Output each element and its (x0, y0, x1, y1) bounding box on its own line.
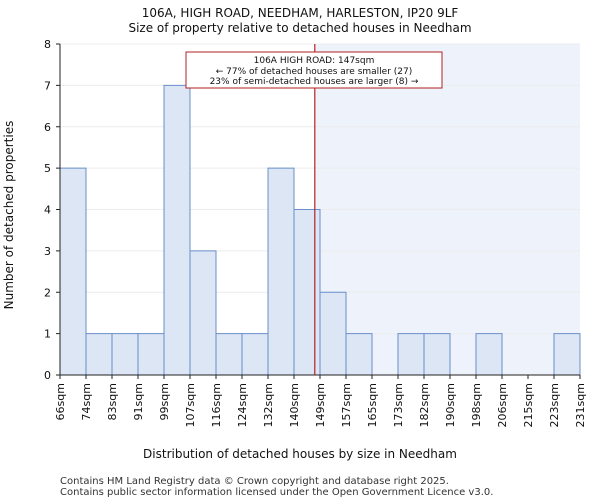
chart-subtitle: Size of property relative to detached ho… (128, 21, 471, 35)
x-tick-label: 206sqm (496, 383, 509, 427)
bar (189, 250, 217, 376)
annotation-box (185, 51, 443, 89)
bar (137, 333, 165, 376)
x-tick-label: 132sqm (262, 383, 275, 427)
y-tick-label: 5 (44, 162, 51, 175)
y-tick-label: 4 (44, 204, 51, 217)
x-tick-label: 107sqm (184, 383, 197, 427)
x-tick-label: 215sqm (522, 383, 535, 427)
x-axis-label: Distribution of detached houses by size … (143, 447, 457, 461)
bar (111, 333, 139, 376)
y-tick-label: 3 (44, 245, 51, 258)
x-tick-label: 198sqm (470, 383, 483, 427)
x-tick-label: 74sqm (80, 383, 93, 420)
y-tick-label: 2 (44, 286, 51, 299)
x-tick-label: 124sqm (236, 383, 249, 427)
bar (241, 333, 269, 376)
x-tick-label: 190sqm (444, 383, 457, 427)
x-tick-label: 83sqm (106, 383, 119, 420)
annotation-line-2: ← 77% of detached houses are smaller (27… (216, 67, 413, 77)
bar (85, 333, 113, 376)
bar (59, 167, 87, 376)
bar (215, 333, 243, 376)
bar (163, 84, 191, 376)
footer-line-2: Contains public sector information licen… (60, 487, 493, 498)
bar (475, 333, 503, 376)
annotation-line-1: 106A HIGH ROAD: 147sqm (254, 56, 375, 66)
x-tick-label: 149sqm (314, 383, 327, 427)
y-axis-label: Number of detached properties (2, 121, 16, 310)
x-tick-label: 116sqm (210, 383, 223, 427)
x-tick-label: 66sqm (54, 383, 67, 420)
bar (345, 333, 373, 376)
annotation-line-3: 23% of semi-detached houses are larger (… (210, 77, 419, 87)
bar (553, 333, 581, 376)
x-tick-label: 182sqm (418, 383, 431, 427)
y-tick-label: 0 (44, 369, 51, 382)
bar (293, 209, 321, 376)
x-tick-label: 99sqm (158, 383, 171, 420)
x-tick-label: 231sqm (574, 383, 587, 427)
plot-area: 0 1 2 3 4 5 6 7 8 66sqm 74sqm 83sqm 91sqm 99sqm 107sqm… (44, 38, 587, 427)
footer-line-1: Contains HM Land Registry data © Crown c… (60, 476, 449, 487)
x-tick-label: 165sqm (366, 383, 379, 427)
chart-title: 106A, HIGH ROAD, NEEDHAM, HARLESTON, IP2… (142, 6, 459, 20)
y-tick-label: 8 (44, 38, 51, 51)
x-tick-label: 173sqm (392, 383, 405, 427)
x-tick-label: 157sqm (340, 383, 353, 427)
bar (423, 333, 451, 376)
bar (397, 333, 425, 376)
x-tick-label: 223sqm (548, 383, 561, 427)
bar (319, 291, 347, 376)
y-tick-label: 7 (44, 79, 51, 92)
bar (267, 167, 295, 376)
y-tick-label: 1 (44, 328, 51, 341)
x-tick-label: 140sqm (288, 383, 301, 427)
x-tick-label: 91sqm (132, 383, 145, 420)
y-tick-label: 6 (44, 121, 51, 134)
